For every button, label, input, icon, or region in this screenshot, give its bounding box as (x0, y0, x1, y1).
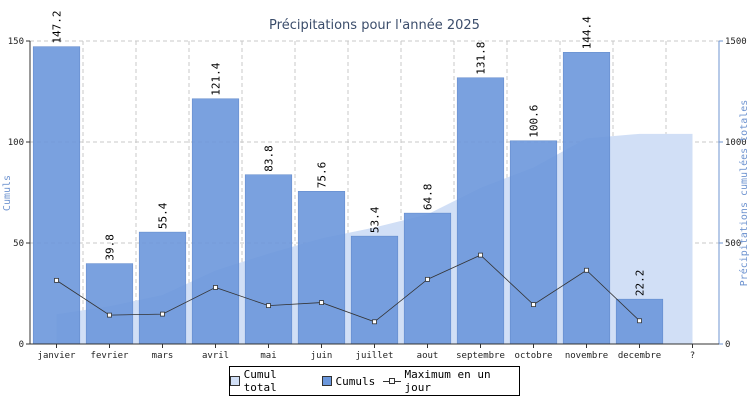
point-max-janvier (54, 277, 59, 283)
data-label-avril: 121.4 (210, 62, 223, 95)
bar-mai (244, 174, 293, 345)
bar-juin (297, 191, 346, 345)
x-tick-label-aout: aout (417, 351, 439, 361)
line-max-daily (56, 254, 640, 323)
data-label-septembre: 131.8 (475, 42, 488, 75)
bar-novembre (562, 52, 611, 345)
x-tick-label-decembre: decembre (618, 351, 661, 361)
x-tick-label-juin: juin (311, 351, 333, 361)
legend-label-max: Maximum en un jour (404, 368, 491, 394)
data-label-juillet: 53.4 (369, 206, 382, 233)
data-label-mars: 55.4 (157, 202, 170, 229)
y2-tick-label: 0 (725, 340, 730, 350)
legend-label-cumuls: Cumuls (335, 374, 376, 388)
x-tick-label-janvier: janvier (38, 351, 77, 361)
point-max-mars (160, 311, 165, 317)
point-max-novembre (584, 267, 589, 273)
point-max-octobre (531, 302, 536, 308)
y2-tick-label: 500 (725, 239, 741, 249)
x-tick-label-novembre: novembre (565, 351, 608, 361)
data-label-octobre: 100.6 (528, 105, 541, 138)
x-tick-label-septembre: septembre (456, 351, 505, 361)
chart-title: Précipitations pour l'année 2025 (269, 18, 480, 33)
x-tick-label-?: ? (690, 351, 695, 361)
legend-item-max: Maximum en un jour (383, 368, 519, 394)
x-tick-label-mai: mai (260, 351, 276, 361)
legend-item-cumuls: Cumuls (321, 374, 376, 388)
y2-tick-label: 1000 (725, 138, 747, 148)
point-max-aout (425, 276, 430, 282)
data-label-mai: 83.8 (263, 145, 276, 172)
point-max-septembre (478, 252, 483, 258)
x-tick-label-mars: mars (152, 351, 174, 361)
bar-mars (138, 231, 187, 345)
bar-octobre (509, 140, 558, 345)
legend-swatch-max (383, 376, 401, 386)
bar-juillet (350, 235, 399, 345)
chart-legend: Cumul total Cumuls Maximum en un jour (229, 366, 520, 396)
data-label-juin: 75.6 (316, 162, 329, 189)
bar-janvier (32, 46, 81, 345)
data-label-janvier: 147.2 (51, 11, 64, 44)
legend-swatch-total (230, 376, 240, 386)
point-max-mai (266, 303, 271, 309)
y-tick-label: 100 (8, 138, 24, 148)
bar-septembre (456, 77, 505, 345)
x-tick-label-octobre: octobre (515, 351, 553, 361)
data-label-decembre: 22.2 (634, 270, 647, 297)
data-label-aout: 64.8 (422, 184, 435, 211)
point-max-juin (319, 300, 324, 305)
point-max-fevrier (107, 312, 112, 318)
point-max-juillet (372, 319, 377, 325)
legend-swatch-cumuls (321, 376, 332, 386)
legend-label-total: Cumul total (243, 368, 277, 394)
y-tick-label: 0 (19, 340, 24, 350)
bar-fevrier (85, 263, 134, 345)
y2-tick-label: 1500 (725, 37, 747, 47)
y-tick-label: 50 (13, 239, 24, 249)
y-axis-title: Cumuls (2, 175, 13, 211)
data-label-novembre: 144.4 (581, 16, 594, 49)
x-tick-label-avril: avril (202, 351, 229, 361)
x-tick-label-fevrier: fevrier (91, 351, 130, 361)
bar-avril (191, 98, 240, 345)
data-label-fevrier: 39.8 (104, 234, 117, 261)
y2-axis-title: Précipitations cumulées totales (738, 100, 750, 287)
point-max-decembre (637, 318, 642, 324)
legend-item-total: Cumul total (230, 368, 314, 394)
x-tick-label-juillet: juillet (356, 351, 394, 361)
point-max-avril (213, 285, 218, 290)
y-tick-label: 150 (8, 37, 24, 47)
